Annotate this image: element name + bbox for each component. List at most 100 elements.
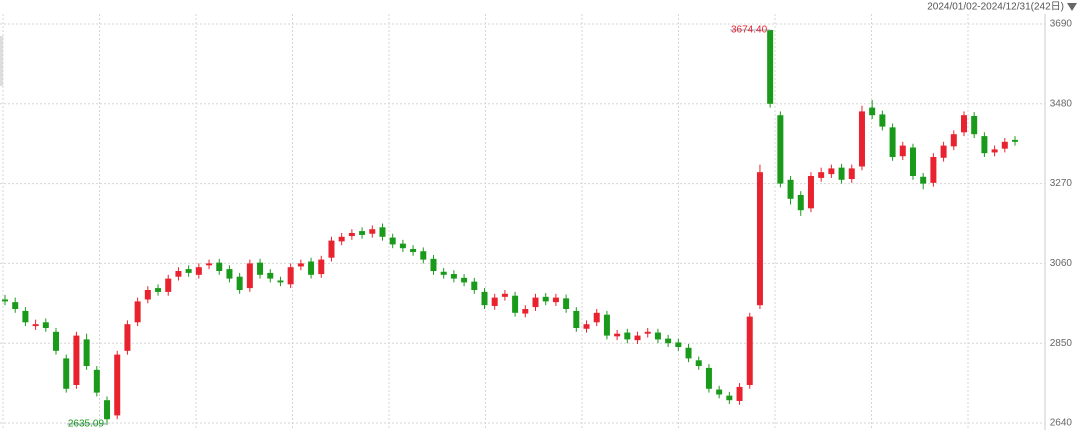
candle-body [318, 259, 325, 275]
candle-body [430, 258, 437, 271]
candle-body [53, 331, 60, 351]
side-handle [0, 36, 3, 86]
candle-body [32, 324, 39, 327]
candle-body [461, 277, 468, 283]
candle-body [512, 295, 519, 313]
y-tick-label: 3690 [1050, 19, 1073, 30]
candle-body [522, 309, 529, 314]
candle-body [767, 29, 774, 104]
candle-body [838, 167, 845, 180]
candle-body [930, 157, 937, 183]
candle-body [614, 333, 621, 337]
candle-body [940, 145, 947, 158]
candle-body [899, 145, 906, 157]
candle-body [879, 114, 886, 127]
candle-body [104, 400, 111, 420]
candle-body [756, 172, 763, 306]
annotation-label: 3674.40 [731, 25, 768, 36]
candle-body [909, 147, 916, 176]
candle-body [379, 227, 386, 237]
y-tick-label: 3480 [1050, 98, 1073, 109]
y-tick-label: 2640 [1050, 418, 1073, 429]
annotation-label: 2635.09 [68, 419, 105, 430]
candle-body [73, 335, 80, 385]
candle-body [828, 168, 835, 175]
candle-body [695, 360, 702, 366]
candle-body [624, 332, 631, 340]
candle-body [216, 262, 223, 271]
candle-body [195, 267, 202, 275]
candle-body [501, 293, 508, 297]
candle-body [542, 296, 549, 302]
candle-body [848, 168, 855, 180]
candle-body [777, 115, 784, 184]
candle-body [410, 248, 417, 252]
candle-body [257, 262, 264, 275]
candle-body [165, 278, 172, 292]
candle-body [114, 354, 121, 416]
candle-body [481, 291, 488, 306]
candle-body [22, 310, 29, 323]
candle-body [583, 324, 590, 329]
candle-body [440, 271, 447, 275]
candle-body [858, 111, 865, 167]
candle-body [12, 302, 19, 309]
candle-body [950, 134, 957, 147]
candle-body [675, 342, 682, 347]
y-tick-label: 3270 [1050, 178, 1073, 189]
candle-body [981, 136, 988, 154]
candle-body [563, 298, 570, 309]
candle-body [920, 176, 927, 184]
candle-body [328, 240, 335, 258]
candle-body [654, 332, 661, 340]
y-tick-label: 3060 [1050, 258, 1073, 269]
candle-body [573, 310, 580, 328]
candle-body [797, 195, 804, 211]
candle-body [736, 386, 743, 401]
range-selector[interactable]: 2024/01/02-2024/12/31(242日) [927, 2, 1077, 13]
candle-body [206, 263, 213, 266]
candle-body [787, 179, 794, 199]
candle-body [1001, 141, 1008, 149]
y-tick-label: 2850 [1050, 338, 1073, 349]
candle-body [287, 267, 294, 285]
candle-body [685, 347, 692, 359]
candle-body [308, 261, 315, 275]
candle-body [991, 149, 998, 153]
candle-body [960, 115, 967, 133]
candle-body [185, 269, 192, 273]
candle-body [471, 281, 478, 290]
candle-body [2, 299, 8, 302]
candle-body [603, 314, 610, 336]
candle-body [63, 358, 70, 389]
range-label[interactable]: 2024/01/02-2024/12/31(242日) [927, 2, 1064, 13]
candle-body [226, 269, 233, 279]
candle-body [705, 367, 712, 389]
dropdown-arrow[interactable] [1067, 3, 1077, 11]
candle-body [634, 335, 641, 341]
candle-body [348, 233, 355, 237]
candle-body [746, 316, 753, 385]
candle-body [552, 297, 559, 303]
candle-body [338, 236, 345, 242]
candle-body [93, 369, 100, 393]
candle-body [869, 107, 876, 116]
candle-body [359, 231, 366, 235]
candle-body [716, 389, 723, 395]
candle-body [175, 271, 182, 277]
candle-body [144, 290, 151, 300]
candle-body [818, 172, 825, 178]
candle-body [236, 276, 243, 290]
candle-body [644, 331, 651, 334]
candle-body [593, 312, 600, 323]
candle-body [134, 301, 141, 323]
candle-body [807, 176, 814, 209]
candle-body [889, 127, 896, 157]
candle-body [155, 288, 162, 292]
candle-body [277, 280, 284, 283]
candle-body [369, 229, 376, 234]
candle-body [1012, 139, 1018, 142]
candle-body [389, 237, 396, 245]
